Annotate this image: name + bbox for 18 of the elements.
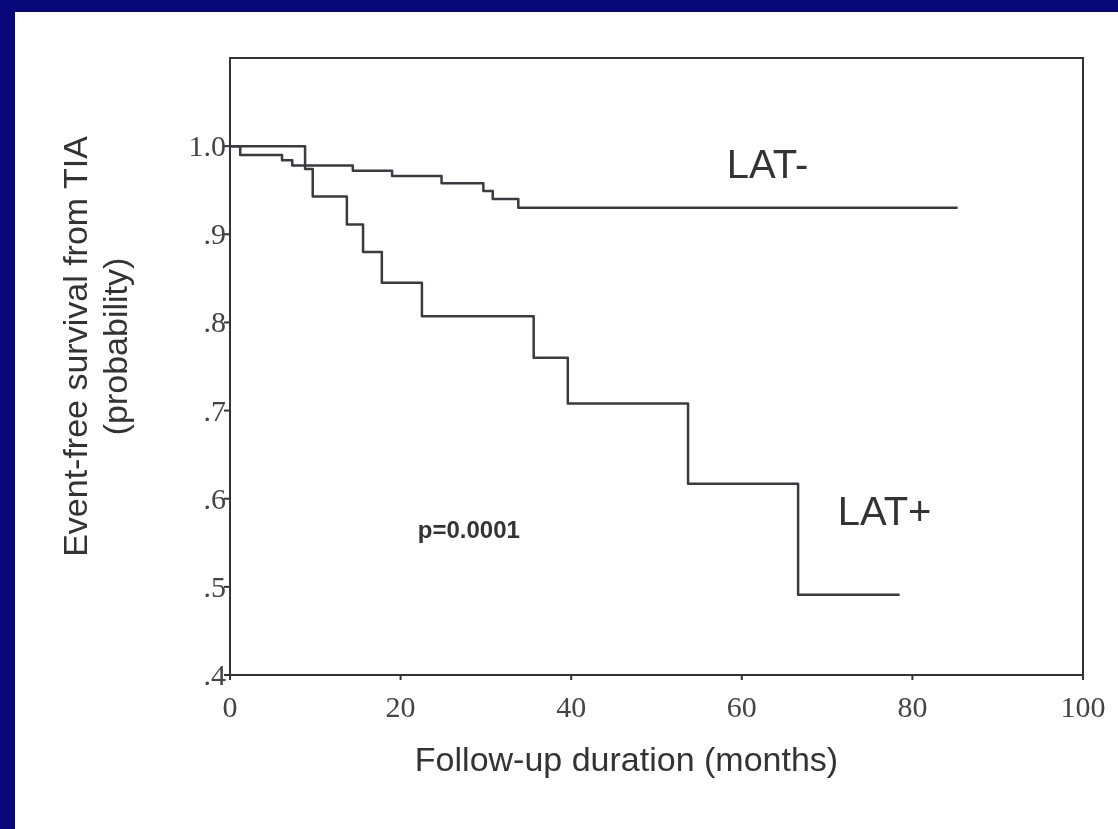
series-label: LAT+ (837, 488, 932, 533)
x-tick-label: 0 (222, 690, 238, 723)
x-tick-label: 40 (556, 690, 587, 723)
y-tick-label: 1.0 (188, 129, 226, 163)
annotation: p=0.0001 (417, 516, 520, 544)
y-tick-label: .8 (203, 305, 226, 339)
y-axis-title: Event-free survival from TIA (probability) (56, 135, 134, 557)
x-tick-label: 20 (385, 690, 416, 723)
y-tick-label: .4 (203, 658, 226, 691)
x-tick-label: 100 (1060, 690, 1106, 723)
x-axis-title: Follow-up duration (months) (414, 740, 839, 778)
y-tick-label: .9 (203, 217, 226, 251)
x-tick-label: 60 (726, 690, 757, 723)
series-label: LAT- (726, 141, 809, 186)
y-tick-label: .7 (203, 393, 226, 427)
y-tick-label: .6 (203, 481, 226, 515)
x-tick-label: 80 (897, 690, 928, 723)
y-tick-label: .5 (203, 569, 226, 603)
